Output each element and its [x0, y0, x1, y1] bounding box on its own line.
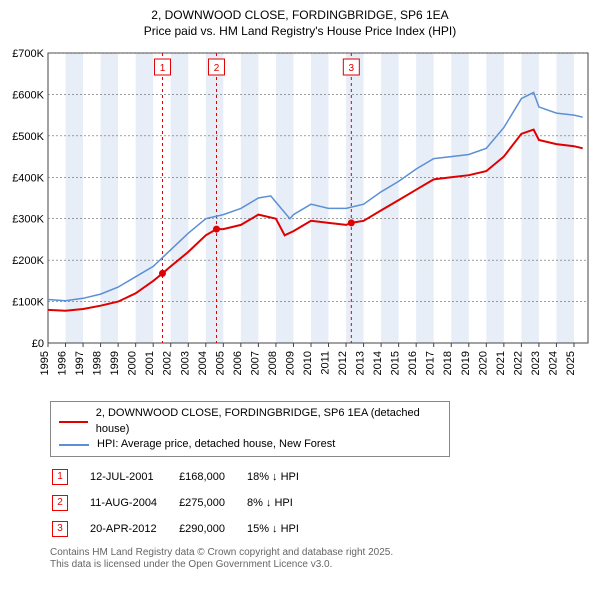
- svg-text:1997: 1997: [74, 351, 86, 375]
- svg-text:2013: 2013: [355, 351, 367, 375]
- marker-row: 1 12-JUL-2001£168,00018% ↓ HPI: [52, 465, 319, 489]
- svg-text:2018: 2018: [442, 351, 454, 375]
- legend-swatch-property: [59, 421, 88, 423]
- svg-text:2019: 2019: [460, 351, 472, 375]
- svg-text:£400K: £400K: [12, 172, 44, 184]
- legend-item-property: 2, DOWNWOOD CLOSE, FORDINGBRIDGE, SP6 1E…: [59, 406, 441, 437]
- marker-date: 12-JUL-2001: [90, 465, 177, 489]
- marker-price: £290,000: [179, 517, 245, 541]
- marker-diff: 15% ↓ HPI: [247, 517, 319, 541]
- marker-price: £275,000: [179, 491, 245, 515]
- license-line1: Contains HM Land Registry data © Crown c…: [50, 547, 590, 559]
- svg-text:£300K: £300K: [12, 214, 44, 226]
- chart-svg: £0 £100K £200K £300K £400K £500K £600K £700K 199…: [10, 45, 590, 395]
- svg-text:2010: 2010: [302, 351, 314, 375]
- marker-badge: 2: [52, 495, 68, 511]
- marker-price: £168,000: [179, 465, 245, 489]
- title-line2: Price paid vs. HM Land Registry's House …: [10, 24, 590, 40]
- marker-date: 11-AUG-2004: [90, 491, 177, 515]
- title-line1: 2, DOWNWOOD CLOSE, FORDINGBRIDGE, SP6 1E…: [10, 8, 590, 24]
- svg-text:2: 2: [214, 63, 220, 74]
- svg-text:2007: 2007: [249, 351, 261, 375]
- svg-text:2021: 2021: [495, 351, 507, 375]
- svg-text:1996: 1996: [57, 351, 69, 375]
- svg-text:1995: 1995: [39, 351, 51, 375]
- svg-text:£500K: £500K: [12, 131, 44, 143]
- legend-label-hpi: HPI: Average price, detached house, New …: [97, 437, 335, 452]
- license-text: Contains HM Land Registry data © Crown c…: [50, 547, 590, 571]
- marker-badge: 1: [52, 469, 68, 485]
- svg-text:2015: 2015: [390, 351, 402, 375]
- svg-text:1: 1: [160, 63, 166, 74]
- license-line2: This data is licensed under the Open Gov…: [50, 559, 590, 571]
- svg-text:2014: 2014: [372, 351, 384, 375]
- svg-text:2006: 2006: [232, 351, 244, 375]
- svg-text:2003: 2003: [179, 351, 191, 375]
- legend-item-hpi: HPI: Average price, detached house, New …: [59, 437, 441, 452]
- markers-table: 1 12-JUL-2001£168,00018% ↓ HPI 2 11-AUG-200…: [50, 463, 321, 543]
- svg-text:2009: 2009: [284, 351, 296, 375]
- svg-text:1998: 1998: [92, 351, 104, 375]
- svg-text:2020: 2020: [477, 351, 489, 375]
- legend-label-property: 2, DOWNWOOD CLOSE, FORDINGBRIDGE, SP6 1E…: [96, 406, 441, 437]
- svg-text:2024: 2024: [547, 351, 559, 375]
- svg-text:£100K: £100K: [12, 297, 44, 309]
- marker-date: 20-APR-2012: [90, 517, 177, 541]
- marker-diff: 18% ↓ HPI: [247, 465, 319, 489]
- svg-text:2001: 2001: [144, 351, 156, 375]
- legend: 2, DOWNWOOD CLOSE, FORDINGBRIDGE, SP6 1E…: [50, 401, 450, 457]
- svg-text:2008: 2008: [267, 351, 279, 375]
- chart-area: £0 £100K £200K £300K £400K £500K £600K £700K 199…: [10, 45, 590, 395]
- svg-text:2016: 2016: [407, 351, 419, 375]
- marker-badge: 3: [52, 521, 68, 537]
- svg-text:2023: 2023: [530, 351, 542, 375]
- svg-text:2004: 2004: [197, 351, 209, 375]
- svg-text:2002: 2002: [162, 351, 174, 375]
- legend-swatch-hpi: [59, 444, 89, 446]
- svg-text:2017: 2017: [425, 351, 437, 375]
- chart-title: 2, DOWNWOOD CLOSE, FORDINGBRIDGE, SP6 1E…: [10, 8, 590, 39]
- svg-text:1999: 1999: [109, 351, 121, 375]
- svg-text:2000: 2000: [127, 351, 139, 375]
- svg-text:2025: 2025: [565, 351, 577, 375]
- marker-row: 2 11-AUG-2004£275,0008% ↓ HPI: [52, 491, 319, 515]
- marker-diff: 8% ↓ HPI: [247, 491, 319, 515]
- svg-text:£0: £0: [32, 338, 44, 350]
- svg-text:2022: 2022: [512, 351, 524, 375]
- svg-text:2012: 2012: [337, 351, 349, 375]
- svg-text:£700K: £700K: [12, 48, 44, 60]
- svg-text:£200K: £200K: [12, 255, 44, 267]
- svg-text:£600K: £600K: [12, 90, 44, 102]
- svg-text:2011: 2011: [320, 351, 332, 375]
- svg-text:3: 3: [349, 63, 355, 74]
- marker-row: 3 20-APR-2012£290,00015% ↓ HPI: [52, 517, 319, 541]
- svg-text:2005: 2005: [214, 351, 226, 375]
